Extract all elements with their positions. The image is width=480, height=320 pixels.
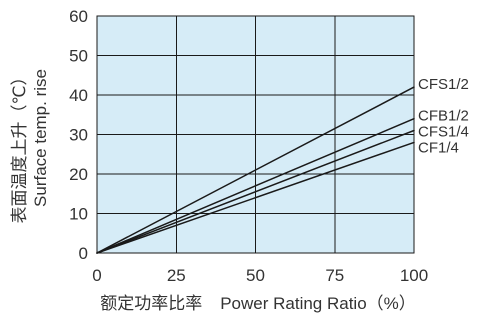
x-tick-label: 25	[167, 266, 186, 285]
y-axis-label-cn: 表面温度上升（℃）	[10, 68, 29, 223]
series-line-cfs1-4	[96, 129, 415, 254]
series-line-cfs1-2	[96, 86, 415, 254]
series-line-cf1-4	[96, 141, 415, 254]
y-tick-label: 30	[69, 126, 88, 145]
gridlines	[97, 16, 414, 253]
y-tick-labels: 0 10 20 30 40 50 60	[69, 7, 88, 263]
y-tick-label: 10	[69, 205, 88, 224]
x-axis-label-en: Power Rating Ratio（%）	[220, 294, 416, 313]
x-tick-label: 50	[246, 266, 265, 285]
series-label-cfs1-2: CFS1/2	[418, 76, 469, 93]
x-axis-label: 额定功率比率 Power Rating Ratio（%）	[100, 294, 416, 313]
x-axis-label-cn: 额定功率比率	[100, 294, 202, 313]
x-tick-labels: 0 25 50 75 100	[92, 266, 428, 285]
y-axis-label-en: Surface temp. rise	[31, 69, 50, 207]
series-label-cf1-4: CF1/4	[418, 140, 459, 157]
series-line-cfb1-2	[96, 117, 415, 254]
x-tick-label: 0	[92, 266, 101, 285]
series-label-cfb1-2: CFB1/2	[418, 108, 469, 125]
y-tick-label: 0	[79, 244, 88, 263]
y-tick-label: 60	[69, 7, 88, 26]
series-lines	[96, 86, 415, 254]
series-label-cfs1-4: CFS1/4	[418, 124, 469, 141]
y-tick-label: 40	[69, 86, 88, 105]
y-tick-label: 20	[69, 165, 88, 184]
y-tick-label: 50	[69, 47, 88, 66]
x-tick-label: 100	[400, 266, 428, 285]
plot-frame	[96, 15, 415, 254]
x-tick-label: 75	[325, 266, 344, 285]
